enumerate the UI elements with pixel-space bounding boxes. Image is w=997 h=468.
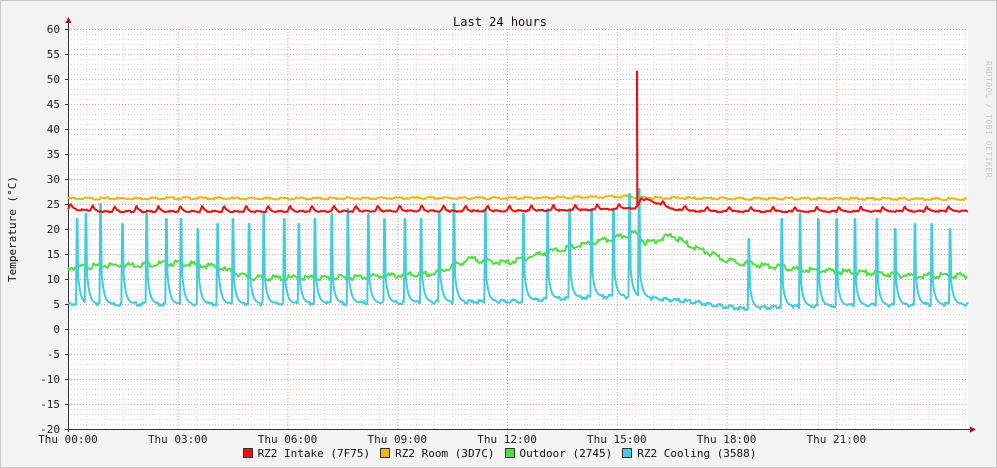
x-tick-label: Thu 09:00 (367, 433, 427, 446)
y-tick-label: 35 (47, 148, 60, 161)
series-line-cooling (67, 188, 969, 311)
watermark: RRDTOOL / TOBI OETIKER (984, 61, 993, 178)
grid (68, 29, 968, 430)
y-tick-label: 15 (47, 248, 60, 261)
legend-swatch (380, 448, 391, 458)
y-tick-label: 20 (47, 223, 60, 236)
y-tick-label: -5 (47, 348, 60, 361)
y-tick-label: 55 (47, 48, 60, 61)
y-tick-label: -20 (40, 423, 60, 436)
x-tick-label: Thu 00:00 (38, 433, 98, 446)
y-axis-arrow (65, 17, 72, 23)
x-tick-label: Thu 15:00 (587, 433, 647, 446)
legend-label: RZ2 Room (3D7C) (395, 447, 495, 460)
legend: RZ2 Intake (7F75) RZ2 Room (3D7C) Outdoor … (1, 447, 997, 460)
chart-title: Last 24 hours (453, 15, 547, 29)
x-axis-arrow (970, 426, 976, 433)
x-tick-label: Thu 03:00 (148, 433, 208, 446)
y-tick-label: 30 (47, 173, 60, 186)
y-tick-label: 50 (47, 73, 60, 86)
y-tick-label: 60 (47, 23, 60, 36)
legend-item: RZ2 Cooling (3588) (622, 447, 756, 460)
legend-item: RZ2 Intake (7F75) (242, 447, 371, 460)
legend-label: RZ2 Intake (7F75) (257, 447, 371, 460)
series-line-intake (67, 70, 969, 214)
y-tick-label: 10 (47, 273, 60, 286)
x-tick-label: Thu 12:00 (477, 433, 537, 446)
y-tick-label: 40 (47, 123, 60, 136)
y-tick-label: -15 (40, 398, 60, 411)
x-tick-label: Thu 18:00 (697, 433, 757, 446)
legend-label: Outdoor (2745) (519, 447, 613, 460)
x-tick-label: Thu 06:00 (258, 433, 318, 446)
y-tick-label: 45 (47, 98, 60, 111)
y-tick-label: 25 (47, 198, 60, 211)
y-axis-label: Temperature (°C) (6, 176, 19, 282)
y-tick-label: 5 (53, 298, 60, 311)
legend-swatch (504, 448, 515, 458)
legend-label: RZ2 Cooling (3588) (637, 447, 757, 460)
legend-item: RZ2 Room (3D7C) (380, 447, 495, 460)
series-line-room (67, 194, 968, 202)
legend-swatch (622, 448, 633, 458)
legend-swatch (242, 448, 253, 458)
y-tick-label: -10 (40, 373, 60, 386)
x-tick-label: Thu 21:00 (806, 433, 866, 446)
y-tick-label: 0 (53, 323, 60, 336)
legend-item: Outdoor (2745) (504, 447, 613, 460)
series-lines (67, 70, 969, 311)
